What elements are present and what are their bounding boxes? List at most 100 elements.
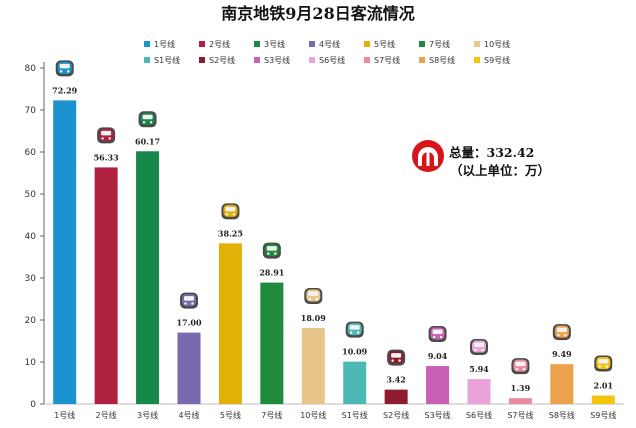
bar-value-label: 3.42 [386, 375, 405, 385]
train-icon [345, 321, 364, 338]
legend-swatch [144, 57, 150, 63]
bar-value-label: 9.49 [552, 349, 572, 359]
x-tick-label: 5号线 [220, 410, 241, 420]
legend-label: 7号线 [429, 39, 450, 49]
legend-item: S8号线 [419, 55, 455, 65]
legend-item: 2号线 [199, 39, 230, 49]
legend-item: S1号线 [144, 55, 180, 65]
bar-value-label: 38.25 [218, 228, 243, 238]
legend-label: S6号线 [319, 55, 345, 65]
bar-value-label: 5.94 [469, 364, 489, 374]
train-icon [221, 203, 240, 220]
train-icon [304, 288, 323, 305]
legend-swatch [309, 41, 315, 47]
legend-label: S1号线 [154, 55, 180, 65]
total-passenger-flow: 总量：332.42 [449, 145, 534, 160]
train-icon [180, 292, 198, 309]
legend-swatch [364, 41, 370, 47]
legend-label: S2号线 [209, 55, 235, 65]
x-tick-label: 3号线 [137, 410, 158, 420]
legend-swatch [364, 57, 370, 63]
bar [467, 379, 491, 404]
train-icon [55, 60, 74, 77]
legend-swatch [254, 57, 260, 63]
legend-label: 4号线 [319, 39, 340, 49]
legend-item: 7号线 [419, 39, 450, 49]
bar-value-label: 10.09 [342, 347, 367, 357]
legend-item: 10号线 [474, 39, 510, 49]
train-icon [97, 127, 116, 144]
legend-swatch [199, 41, 205, 47]
legend-label: 5号线 [374, 39, 395, 49]
train-icon [511, 358, 530, 375]
legend-swatch [419, 41, 425, 47]
y-tick-label: 10 [25, 358, 37, 368]
bar [343, 361, 367, 404]
x-tick-label: 4号线 [178, 410, 199, 420]
legend-swatch [309, 57, 315, 63]
nanjing-metro-logo-icon [412, 140, 444, 172]
bar-value-label: 56.33 [94, 152, 119, 162]
legend-label: S7号线 [374, 55, 400, 65]
bar [508, 398, 532, 404]
y-tick-label: 80 [25, 64, 37, 74]
train-icon [138, 111, 157, 128]
train-icon [387, 349, 406, 366]
y-tick-label: 20 [25, 316, 37, 326]
legend-label: 3号线 [264, 39, 285, 49]
legend-item: 1号线 [144, 39, 175, 49]
bar [426, 366, 450, 404]
train-icon [594, 355, 613, 372]
legend-item: S6号线 [309, 55, 345, 65]
legend-item: 3号线 [254, 39, 285, 49]
legend-label: S9号线 [484, 55, 510, 65]
legend-label: 2号线 [209, 39, 230, 49]
unit-note: （以上单位：万） [450, 163, 550, 178]
y-tick-label: 70 [25, 106, 37, 116]
bar-value-label: 2.01 [594, 381, 613, 391]
bar-value-label: 18.09 [301, 313, 326, 323]
legend-label: 1号线 [154, 39, 175, 49]
bar [550, 364, 574, 404]
x-tick-label: 10号线 [300, 410, 326, 420]
legend-label: S8号线 [429, 55, 455, 65]
bar [260, 282, 284, 404]
x-tick-label: S2号线 [383, 410, 409, 420]
train-icon [262, 242, 281, 259]
bar-value-label: 72.29 [52, 85, 77, 95]
legend-item: S3号线 [254, 55, 290, 65]
x-tick-label: S1号线 [342, 410, 368, 420]
bar [301, 328, 325, 404]
y-tick-label: 0 [30, 400, 36, 410]
legend-item: 5号线 [364, 39, 395, 49]
y-tick-label: 50 [25, 190, 37, 200]
train-icon [552, 324, 571, 341]
bar-value-label: 60.17 [135, 136, 160, 146]
x-tick-label: 2号线 [96, 410, 117, 420]
bar-value-label: 17.00 [176, 318, 201, 328]
legend-swatch [474, 41, 480, 47]
legend-item: S7号线 [364, 55, 400, 65]
x-tick-label: S7号线 [507, 410, 533, 420]
legend-item: S9号线 [474, 55, 510, 65]
x-tick-label: S3号线 [424, 410, 450, 420]
bar [384, 389, 408, 404]
legend-item: S2号线 [199, 55, 235, 65]
bar [136, 151, 160, 404]
x-tick-label: 7号线 [261, 410, 282, 420]
legend-swatch [419, 57, 425, 63]
train-icon [470, 339, 488, 356]
legend-label: S3号线 [264, 55, 290, 65]
train-icon [428, 326, 447, 343]
chart-title: 南京地铁9月28日客流情况 [221, 4, 414, 23]
legend-item: 4号线 [309, 39, 340, 49]
legend-swatch [254, 41, 260, 47]
x-tick-label: 1号线 [54, 410, 75, 420]
bar-value-label: 1.39 [511, 383, 531, 393]
bar [591, 395, 615, 404]
bar [218, 243, 242, 404]
bar [94, 167, 118, 404]
bar [177, 332, 201, 404]
bar [53, 100, 77, 405]
